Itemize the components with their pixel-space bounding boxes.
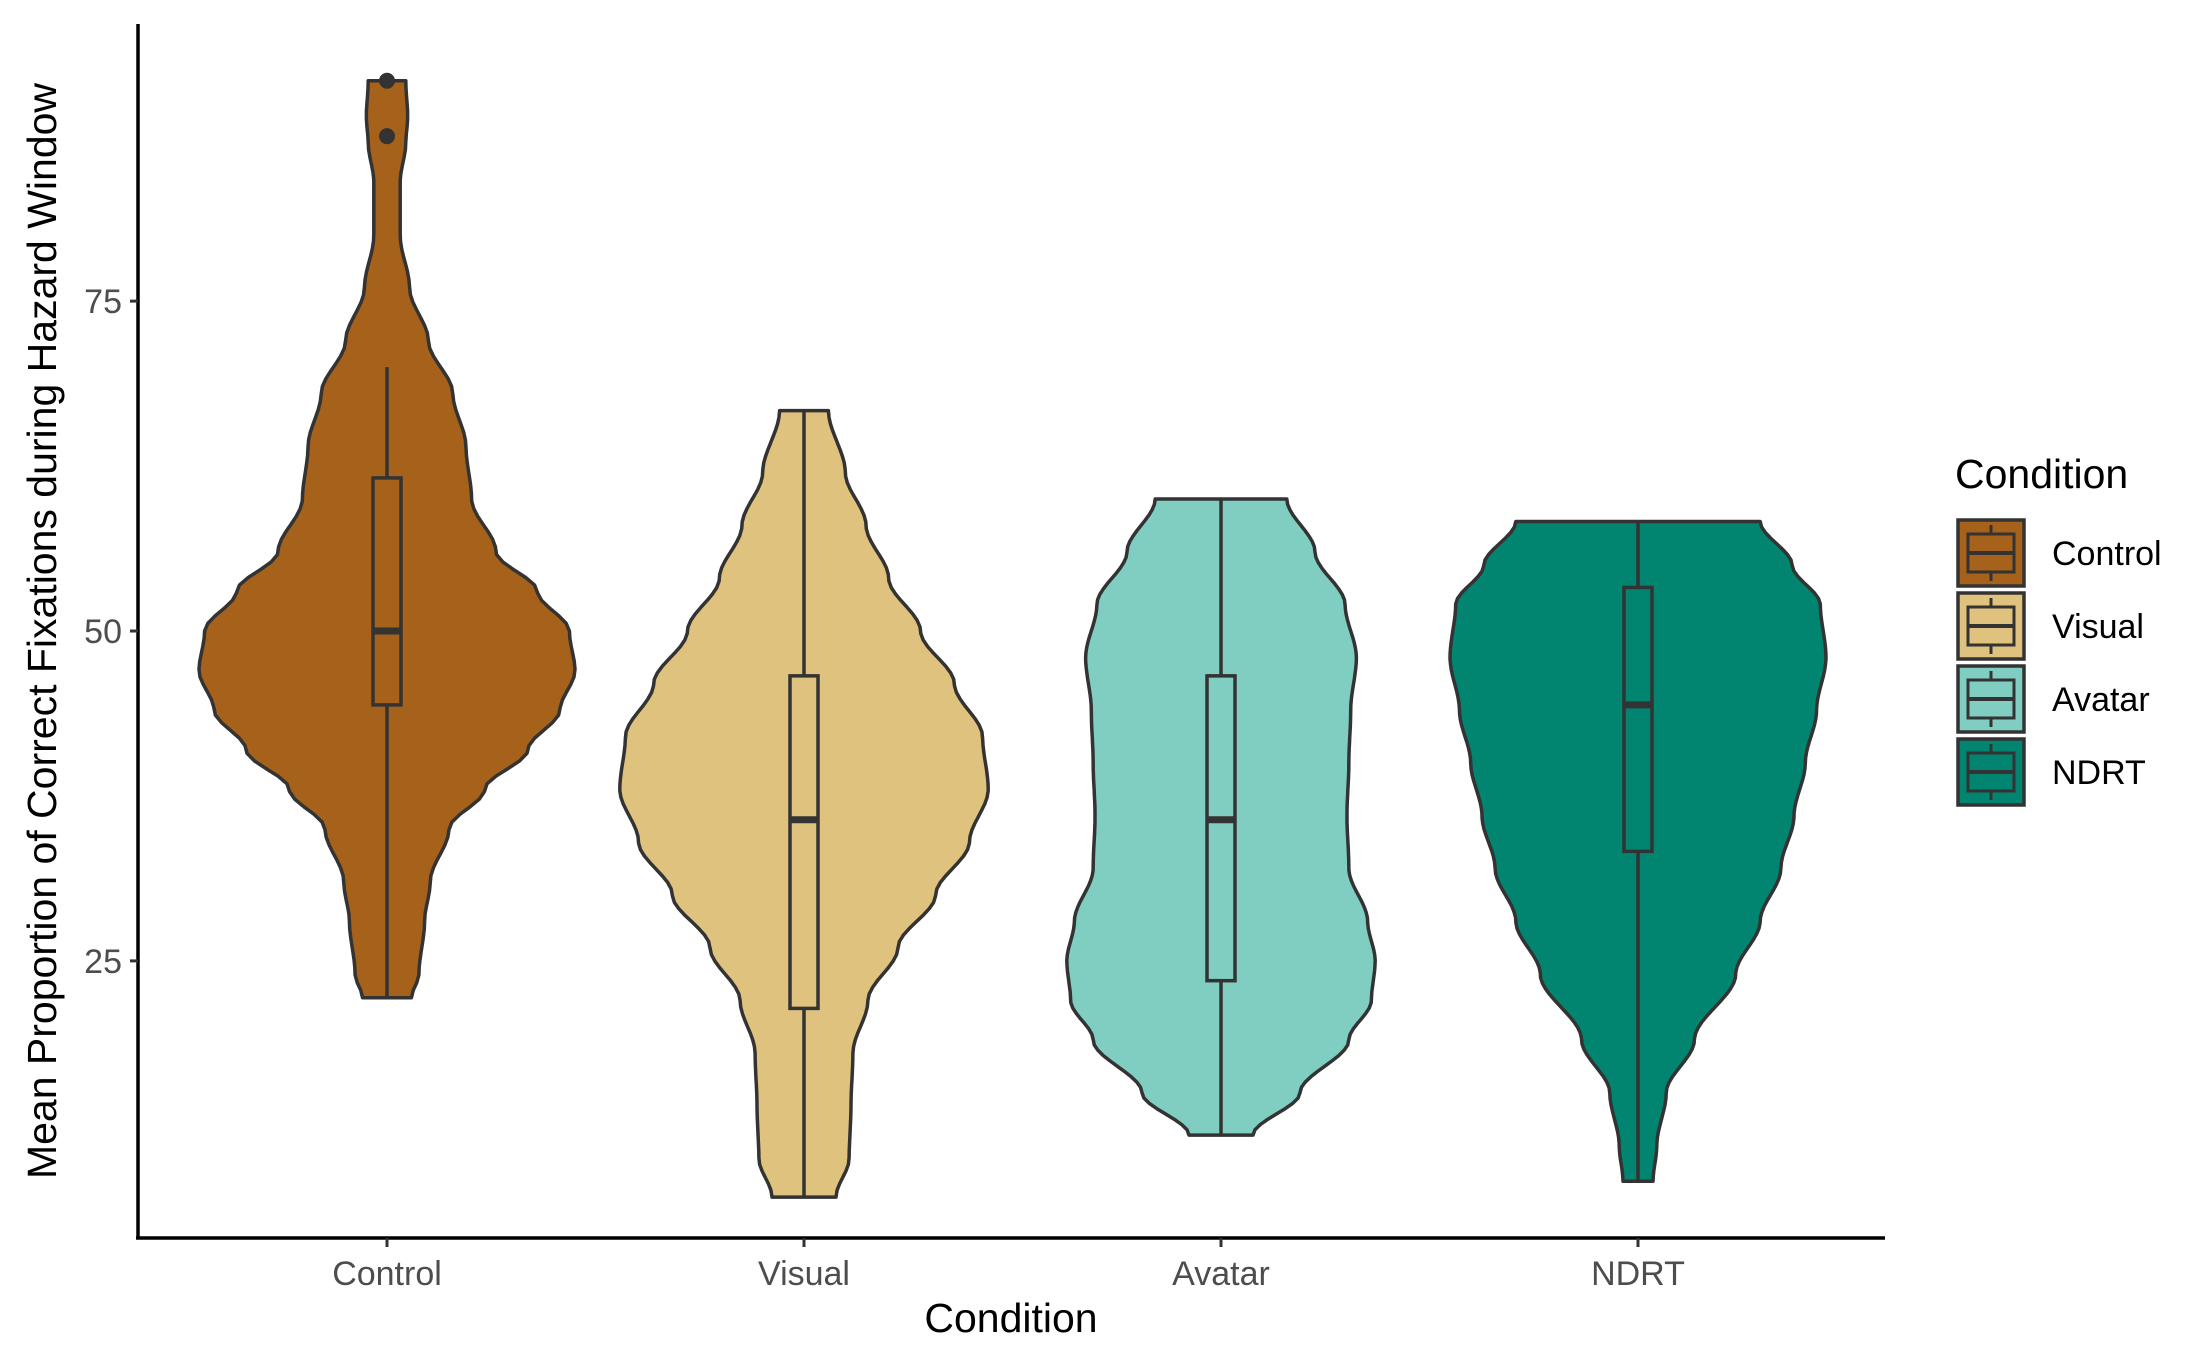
x-axis-title: Condition: [924, 1295, 1097, 1341]
x-axis-ticks: Control Visual Avatar NDRT: [332, 1238, 1685, 1293]
legend-key-visual: Visual: [1958, 593, 2144, 659]
y-axis-ticks: 25 50 75: [84, 283, 138, 981]
violin-group-ndrt: [1450, 521, 1826, 1181]
plot-panel: [199, 73, 1826, 1197]
legend: Condition Control Visual Avatar NDRT: [1955, 451, 2162, 805]
legend-key-control: Control: [1958, 520, 2162, 586]
y-tick-label: 50: [84, 613, 122, 651]
legend-title: Condition: [1955, 451, 2128, 497]
legend-label: Avatar: [2052, 681, 2150, 719]
box-control: [373, 478, 401, 705]
legend-label: NDRT: [2052, 754, 2146, 792]
legend-keys: Control Visual Avatar NDRT: [1958, 520, 2162, 805]
outlier-point: [379, 128, 395, 144]
outlier-point: [379, 73, 395, 89]
x-tick-label: Visual: [758, 1255, 850, 1293]
box-visual: [790, 676, 818, 1009]
y-tick-label: 25: [84, 943, 122, 981]
violin-group-avatar: [1067, 499, 1375, 1135]
x-tick-label: Control: [332, 1255, 442, 1293]
y-tick-label: 75: [84, 283, 122, 321]
box-ndrt: [1624, 587, 1652, 851]
violin-group-visual: [620, 411, 988, 1198]
legend-label: Control: [2052, 535, 2162, 573]
legend-key-ndrt: NDRT: [1958, 739, 2146, 805]
legend-key-avatar: Avatar: [1958, 666, 2150, 732]
y-axis-title: Mean Proportion of Correct Fixations dur…: [19, 83, 65, 1179]
box-avatar: [1207, 676, 1235, 981]
legend-label: Visual: [2052, 608, 2144, 646]
x-tick-label: Avatar: [1172, 1255, 1270, 1293]
x-tick-label: NDRT: [1591, 1255, 1685, 1293]
violin-group-control: [199, 73, 575, 998]
